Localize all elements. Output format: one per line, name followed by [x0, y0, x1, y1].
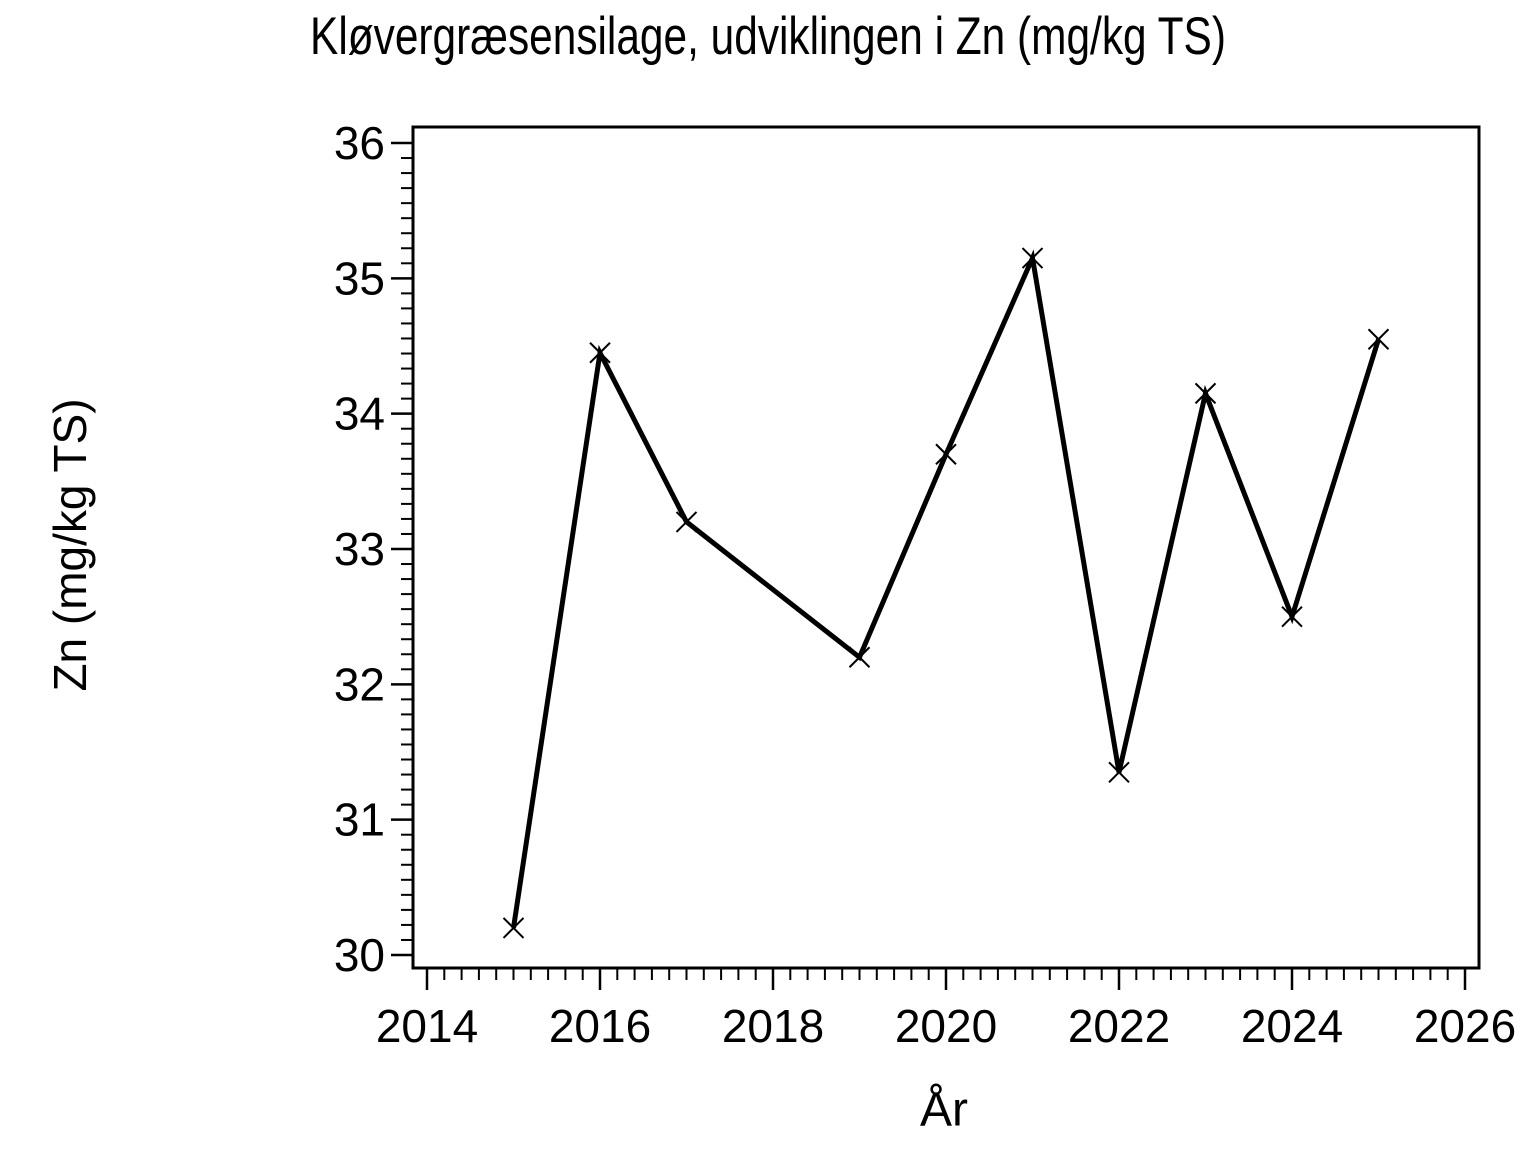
y-tick-label: 32 [334, 658, 385, 710]
y-tick-label: 33 [334, 523, 385, 575]
x-tick-label: 2020 [895, 1000, 997, 1052]
y-tick-label: 36 [334, 117, 385, 169]
x-tick-label: 2018 [722, 1000, 824, 1052]
data-line [511, 249, 1381, 929]
data-point-marker [589, 342, 611, 364]
x-axis-label: År [920, 1083, 968, 1137]
data-point-marker [1021, 247, 1044, 269]
x-tick-label: 2026 [1414, 1000, 1516, 1052]
x-tick-label: 2014 [376, 1000, 478, 1052]
chart-title: Kløvergræsensilage, udviklingen i Zn (mg… [310, 7, 1226, 66]
x-tick-label: 2022 [1068, 1000, 1170, 1052]
data-point-marker [1108, 761, 1130, 784]
data-point-marker [675, 511, 698, 533]
x-tick-label: 2024 [1241, 1000, 1343, 1052]
data-point-marker [935, 443, 957, 465]
y-tick-label: 31 [334, 794, 385, 846]
y-tick-label: 35 [334, 252, 385, 304]
x-tick-label: 2016 [549, 1000, 651, 1052]
y-tick-label: 34 [334, 388, 385, 440]
data-point-marker [502, 917, 525, 939]
data-point-marker [1367, 328, 1390, 350]
data-point-marker [1281, 605, 1303, 628]
y-tick-label: 30 [334, 929, 385, 981]
data-point-marker [1194, 382, 1217, 405]
data-point-marker [848, 646, 871, 668]
